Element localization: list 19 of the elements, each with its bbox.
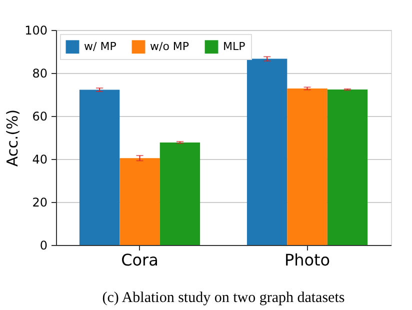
bar — [327, 90, 368, 245]
x-tick-label: Photo — [284, 250, 330, 270]
y-tick-label: 100 — [24, 24, 48, 38]
y-axis-title: Acc.(%) — [4, 109, 22, 167]
bar — [160, 142, 200, 245]
bar — [287, 88, 328, 245]
legend-label: MLP — [223, 40, 246, 53]
bar — [246, 58, 288, 245]
y-tick-label: 80 — [32, 66, 48, 80]
y-tick-label: 40 — [32, 152, 48, 166]
y-tick-label: 20 — [32, 196, 48, 210]
y-tick-label: 60 — [32, 110, 48, 124]
x-tick-label: Cora — [121, 250, 158, 270]
text: (c) Ablation study on two graph datasets — [102, 290, 345, 306]
y-tick-label: 0 — [40, 238, 48, 252]
bar — [120, 158, 160, 245]
legend-label: w/ MP — [84, 40, 117, 53]
bar — [79, 90, 120, 245]
legend-label: w/o MP — [150, 40, 190, 53]
